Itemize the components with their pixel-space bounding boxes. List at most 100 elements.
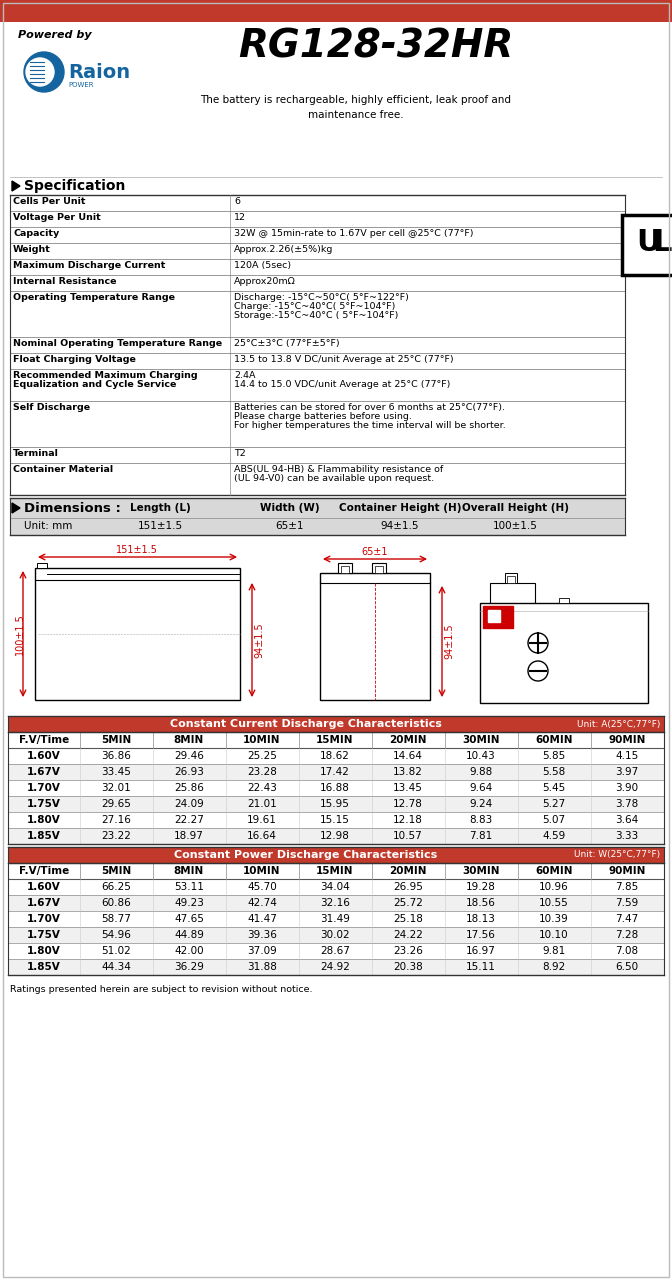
- Text: 39.36: 39.36: [247, 931, 277, 940]
- Bar: [35, 568, 240, 700]
- Text: ABS(UL 94-HB) & Flammability resistance of: ABS(UL 94-HB) & Flammability resistance …: [234, 465, 444, 474]
- Bar: [8, 812, 664, 828]
- Text: 4.15: 4.15: [616, 751, 638, 762]
- Text: 42.74: 42.74: [247, 899, 277, 908]
- Text: 15.15: 15.15: [320, 815, 350, 826]
- Text: 15.95: 15.95: [320, 799, 350, 809]
- Text: Voltage Per Unit: Voltage Per Unit: [13, 212, 101, 221]
- Text: 45.70: 45.70: [247, 882, 277, 892]
- Text: 151±1.5: 151±1.5: [138, 521, 183, 531]
- Bar: [8, 895, 664, 911]
- Text: 10.57: 10.57: [393, 831, 423, 841]
- Text: 32W @ 15min-rate to 1.67V per cell @25°C (77°F): 32W @ 15min-rate to 1.67V per cell @25°C…: [234, 229, 474, 238]
- Text: 60MIN: 60MIN: [536, 867, 573, 876]
- Text: 25°C±3°C (77°F±5°F): 25°C±3°C (77°F±5°F): [234, 339, 339, 348]
- Text: 9.24: 9.24: [469, 799, 493, 809]
- Text: Terminal: Terminal: [13, 449, 59, 458]
- Text: F.V/Time: F.V/Time: [19, 867, 69, 876]
- Text: Approx.2.26(±5%)kg: Approx.2.26(±5%)kg: [234, 244, 333, 253]
- Text: 7.81: 7.81: [469, 831, 493, 841]
- Text: Maximum Discharge Current: Maximum Discharge Current: [13, 261, 165, 270]
- Text: Weight: Weight: [13, 244, 51, 253]
- Text: 31.88: 31.88: [247, 963, 277, 972]
- Bar: [8, 959, 664, 975]
- Bar: [483, 605, 513, 628]
- Text: 1.85V: 1.85V: [27, 831, 61, 841]
- Text: 3.64: 3.64: [616, 815, 638, 826]
- Text: 10.10: 10.10: [539, 931, 569, 940]
- Bar: [490, 582, 535, 623]
- Text: 17.56: 17.56: [466, 931, 496, 940]
- Text: 23.22: 23.22: [101, 831, 131, 841]
- Text: 32.16: 32.16: [320, 899, 350, 908]
- Text: Unit: mm: Unit: mm: [24, 521, 73, 531]
- Bar: [8, 780, 664, 796]
- Text: 21.01: 21.01: [247, 799, 277, 809]
- Text: 7.85: 7.85: [616, 882, 638, 892]
- Text: 16.97: 16.97: [466, 946, 496, 956]
- Text: 151±1.5: 151±1.5: [116, 545, 158, 556]
- Text: 1.75V: 1.75V: [27, 799, 61, 809]
- Text: 10.39: 10.39: [539, 914, 569, 924]
- Text: 5MIN: 5MIN: [101, 867, 131, 876]
- Text: 12.18: 12.18: [393, 815, 423, 826]
- Text: 2.4A: 2.4A: [234, 371, 255, 380]
- Bar: [505, 573, 517, 582]
- Text: Unit: A(25°C,77°F): Unit: A(25°C,77°F): [577, 719, 660, 728]
- Text: 94±1.5: 94±1.5: [381, 521, 419, 531]
- Text: 3.90: 3.90: [616, 783, 638, 794]
- Text: 58.77: 58.77: [101, 914, 131, 924]
- Text: 20MIN: 20MIN: [389, 735, 427, 745]
- Text: 27.16: 27.16: [101, 815, 131, 826]
- Text: 1.80V: 1.80V: [27, 946, 61, 956]
- Bar: [8, 764, 664, 780]
- Bar: [8, 927, 664, 943]
- Text: 41.47: 41.47: [247, 914, 277, 924]
- Text: Constant Current Discharge Characteristics: Constant Current Discharge Characteristi…: [170, 719, 442, 730]
- Text: Raion: Raion: [68, 63, 130, 82]
- Text: For higher temperatures the time interval will be shorter.: For higher temperatures the time interva…: [234, 421, 506, 430]
- Text: 51.02: 51.02: [101, 946, 131, 956]
- Text: 31.49: 31.49: [320, 914, 350, 924]
- Text: 66.25: 66.25: [101, 882, 131, 892]
- Text: 100±1.5: 100±1.5: [15, 613, 25, 655]
- Bar: [372, 563, 386, 573]
- Text: 94±1.5: 94±1.5: [254, 622, 264, 658]
- Text: 25.72: 25.72: [393, 899, 423, 908]
- Text: Discharge: -15°C~50°C( 5°F~122°F): Discharge: -15°C~50°C( 5°F~122°F): [234, 293, 409, 302]
- Text: 18.56: 18.56: [466, 899, 496, 908]
- Text: 10MIN: 10MIN: [243, 867, 281, 876]
- Text: 26.93: 26.93: [174, 767, 204, 777]
- Text: 100±1.5: 100±1.5: [493, 521, 538, 531]
- Text: ®: ®: [671, 212, 672, 223]
- Text: 37.09: 37.09: [247, 946, 277, 956]
- Text: 12.98: 12.98: [320, 831, 350, 841]
- Bar: [375, 566, 383, 573]
- Text: 17.42: 17.42: [320, 767, 350, 777]
- Text: Ratings presented herein are subject to revision without notice.: Ratings presented herein are subject to …: [10, 986, 312, 995]
- Polygon shape: [12, 180, 20, 191]
- Text: 13.82: 13.82: [393, 767, 423, 777]
- Text: Please charge batteries before using.: Please charge batteries before using.: [234, 412, 412, 421]
- Text: U: U: [636, 228, 661, 257]
- Text: 8.83: 8.83: [469, 815, 493, 826]
- Bar: [341, 566, 349, 573]
- Text: 20.38: 20.38: [393, 963, 423, 972]
- Text: 18.97: 18.97: [174, 831, 204, 841]
- Text: 120A (5sec): 120A (5sec): [234, 261, 291, 270]
- Text: 1.60V: 1.60V: [27, 751, 61, 762]
- Text: 4.59: 4.59: [542, 831, 566, 841]
- Text: Nominal Operating Temperature Range: Nominal Operating Temperature Range: [13, 339, 222, 348]
- Text: Container Material: Container Material: [13, 465, 113, 474]
- Text: 53.11: 53.11: [174, 882, 204, 892]
- Bar: [10, 498, 625, 535]
- Text: 20MIN: 20MIN: [389, 867, 427, 876]
- Circle shape: [26, 58, 54, 86]
- Text: 10MIN: 10MIN: [243, 735, 281, 745]
- Text: Powered by: Powered by: [18, 29, 91, 40]
- Text: Overall Height (H): Overall Height (H): [462, 503, 569, 513]
- Text: 65±1: 65±1: [362, 547, 388, 557]
- Text: 32.01: 32.01: [101, 783, 131, 794]
- Text: 8MIN: 8MIN: [174, 735, 204, 745]
- Text: 7.59: 7.59: [616, 899, 638, 908]
